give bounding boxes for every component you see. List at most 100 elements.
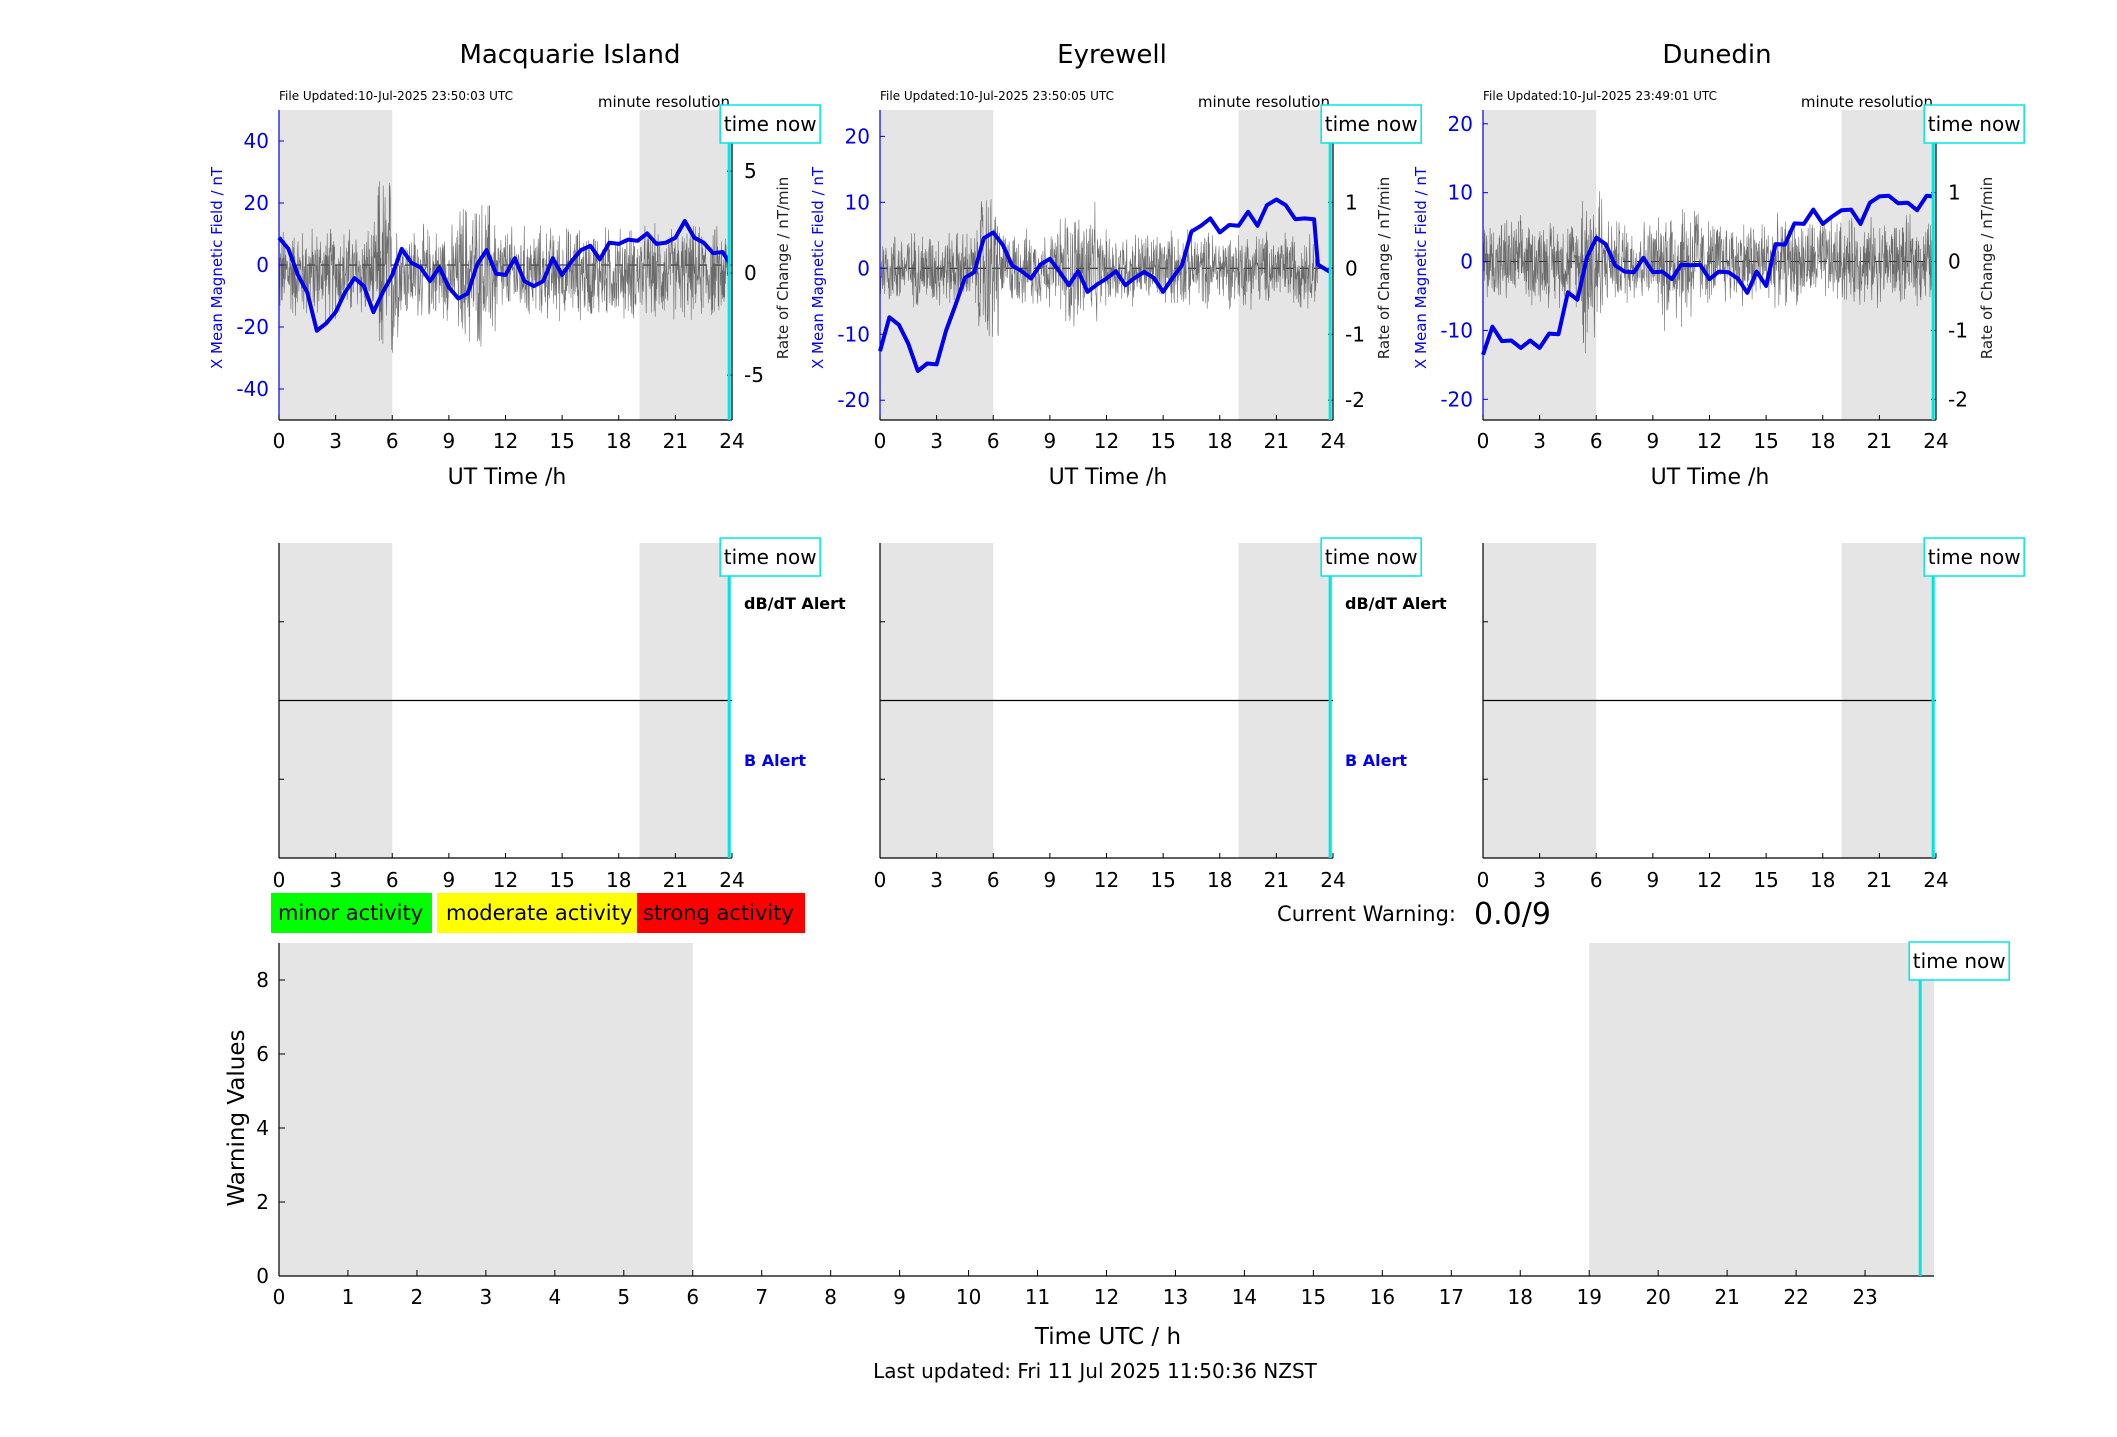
x-tick-label: 21 xyxy=(1264,429,1289,453)
time-now-label: time now xyxy=(724,545,817,569)
x-tick-label: 3 xyxy=(930,868,943,892)
time-now-box xyxy=(1923,537,2025,577)
y-right-tick-label: 0 xyxy=(744,261,757,285)
dbdt-alert-label: dB/dT Alert xyxy=(1345,594,1447,613)
y-tick-label: -10 xyxy=(1440,318,1473,342)
x-tick-label: 18 xyxy=(606,429,631,453)
minute-resolution-eyrewell: minute resolution xyxy=(1198,93,1330,111)
y-right-tick-label: 0 xyxy=(1345,256,1358,280)
x-tick-label: 9 xyxy=(1044,868,1057,892)
x-tick-label: 3 xyxy=(329,429,342,453)
x-tick-label: 15 xyxy=(1753,429,1778,453)
x-tick-label: 18 xyxy=(1207,868,1232,892)
legend-swatch-minor xyxy=(271,893,432,933)
y-right-tick-label: 0 xyxy=(1948,250,1961,274)
minute-resolution-macquarie: minute resolution xyxy=(598,93,730,111)
x-tick-label: 18 xyxy=(1810,429,1835,453)
rate-of-change-trace xyxy=(278,181,730,353)
x-tick-label: 15 xyxy=(1150,429,1175,453)
y-tick-label: 0 xyxy=(256,1264,269,1288)
x-tick-label: 6 xyxy=(386,868,399,892)
x-tick-label: 9 xyxy=(1044,429,1057,453)
b-alert-label: B Alert xyxy=(744,751,806,770)
station-title-eyrewell: Eyrewell xyxy=(1057,40,1167,70)
rate-of-change-trace xyxy=(879,199,1319,337)
y-tick-label: -20 xyxy=(236,315,269,339)
x-tick-label: 12 xyxy=(1094,1285,1119,1309)
time-now-label: time now xyxy=(1325,545,1418,569)
x-tick-label: 6 xyxy=(987,868,1000,892)
legend-swatch-moderate xyxy=(437,893,637,933)
x-tick-label: 12 xyxy=(493,868,518,892)
x-tick-label: 16 xyxy=(1370,1285,1395,1309)
y-tick-label: -20 xyxy=(837,388,870,412)
x-tick-label: 14 xyxy=(1232,1285,1257,1309)
x-tick-label: 19 xyxy=(1576,1285,1601,1309)
x-tick-label: 3 xyxy=(480,1285,493,1309)
alert-panel-macquarie: 0 3 6 9 12 15 18 21 24 time now dB/dT Alert B Alert xyxy=(273,537,846,892)
y-right-tick-label: 1 xyxy=(1345,190,1358,214)
x-tick-label: 4 xyxy=(548,1285,561,1309)
x-tick-label: 6 xyxy=(1590,868,1603,892)
x-tick-label: 9 xyxy=(893,1285,906,1309)
x-tick-label: 0 xyxy=(273,868,286,892)
x-tick-label: 3 xyxy=(329,868,342,892)
x-tick-label: 0 xyxy=(273,1285,286,1309)
x-tick-label: 3 xyxy=(1533,868,1546,892)
x-tick-label: 21 xyxy=(663,429,688,453)
y-right-tick-label: -1 xyxy=(1345,322,1365,346)
y-tick-label: 10 xyxy=(1448,181,1473,205)
x-axis-title-macquarie: UT Time /h xyxy=(448,465,567,490)
x-tick-label: 0 xyxy=(1477,429,1490,453)
x-tick-label: 18 xyxy=(1508,1285,1533,1309)
y-tick-label: 8 xyxy=(256,968,269,992)
x-tick-label: 15 xyxy=(1301,1285,1326,1309)
x-tick-label: 18 xyxy=(606,868,631,892)
x-tick-label: 2 xyxy=(411,1285,424,1309)
x-tick-label: 20 xyxy=(1645,1285,1670,1309)
y-tick-label: 20 xyxy=(244,191,269,215)
x-tick-label: 13 xyxy=(1163,1285,1188,1309)
warning-x-axis-title: Time UTC / h xyxy=(1034,1324,1181,1350)
x-tick-label: 9 xyxy=(1647,429,1660,453)
x-tick-label: 5 xyxy=(617,1285,630,1309)
y-tick-label: 2 xyxy=(256,1190,269,1214)
night-shading xyxy=(1589,943,1934,1276)
time-now-box xyxy=(719,104,821,144)
x-tick-label: 15 xyxy=(1150,868,1175,892)
time-now-box xyxy=(719,537,821,577)
x-tick-label: 11 xyxy=(1025,1285,1050,1309)
x-tick-label: 23 xyxy=(1852,1285,1877,1309)
y-tick-label: 4 xyxy=(256,1116,269,1140)
time-now-box xyxy=(1923,104,2025,144)
x-tick-label: 1 xyxy=(342,1285,355,1309)
y-tick-label: 20 xyxy=(1448,112,1473,136)
legend-label-strong: strong activity xyxy=(643,901,794,925)
right-axis-title-macquarie: Rate of Change / nT/min xyxy=(774,177,792,359)
right-axis-title-eyrewell: Rate of Change / nT/min xyxy=(1375,177,1393,359)
y-tick-label: 0 xyxy=(857,256,870,280)
y-right-tick-label: 5 xyxy=(744,159,757,183)
time-now-label: time now xyxy=(1928,545,2021,569)
y-tick-label: 0 xyxy=(1460,250,1473,274)
x-tick-label: 24 xyxy=(1320,429,1345,453)
x-tick-label: 10 xyxy=(956,1285,981,1309)
magnetic-field-line xyxy=(1481,193,1934,356)
x-tick-label: 12 xyxy=(1697,868,1722,892)
left-axis-title-macquarie: X Mean Magnetic Field / nT xyxy=(208,166,226,369)
x-tick-label: 18 xyxy=(1810,868,1835,892)
x-tick-label: 0 xyxy=(874,868,887,892)
x-tick-label: 21 xyxy=(1867,868,1892,892)
time-now-box xyxy=(1908,941,2010,981)
station-title-macquarie: Macquarie Island xyxy=(459,40,680,70)
y-tick-label: -10 xyxy=(837,322,870,346)
x-tick-label: 6 xyxy=(686,1285,699,1309)
file-updated-dunedin: File Updated:10-Jul-2025 23:49:01 UTC xyxy=(1483,89,1717,103)
right-axis-title-dunedin: Rate of Change / nT/min xyxy=(1978,177,1996,359)
x-tick-label: 15 xyxy=(1753,868,1778,892)
last-updated: Last updated: Fri 11 Jul 2025 11:50:36 N… xyxy=(873,1359,1318,1383)
legend-label-moderate: moderate activity xyxy=(446,901,632,925)
alert-panel-dunedin: 0 3 6 9 12 15 18 21 24 time now xyxy=(1477,537,2025,892)
